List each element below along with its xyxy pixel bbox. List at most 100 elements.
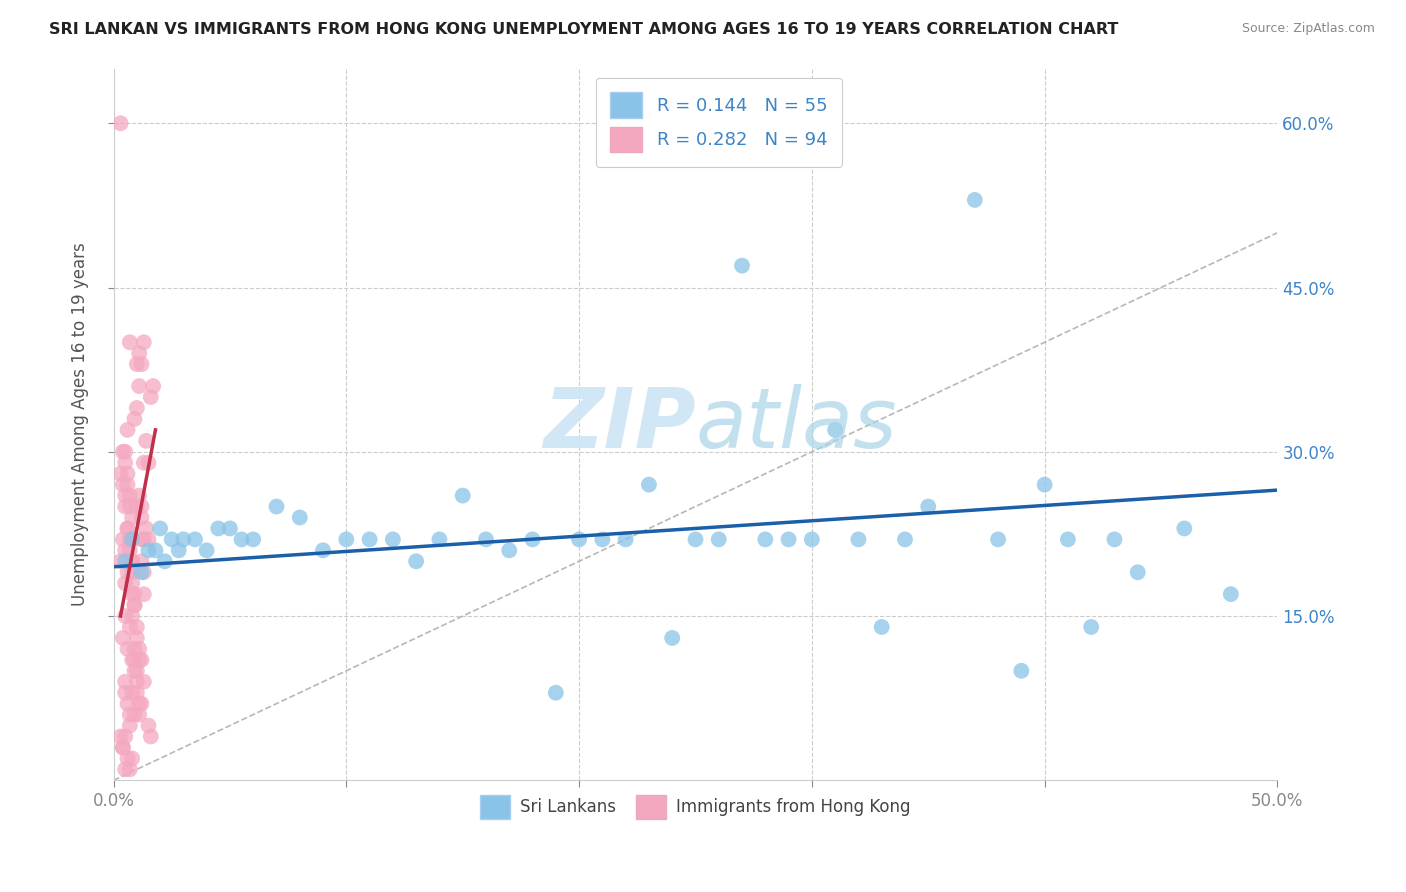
Point [124,598,146,612]
Point [117,566,139,580]
Point [117,521,139,535]
Point [121,566,143,580]
Point [138,456,160,470]
Point [114,554,136,568]
Point [131,510,153,524]
Point [128,489,150,503]
Point [132,587,155,601]
Point [184,533,207,547]
Point [118,500,141,514]
Point [114,500,136,514]
Point [824,423,846,437]
Point [121,554,143,568]
Point [111,477,134,491]
Point [1057,533,1080,547]
Point [139,390,162,404]
Point [870,620,893,634]
Point [707,533,730,547]
Point [132,674,155,689]
Point [128,379,150,393]
Point [638,477,661,491]
Point [195,543,218,558]
Point [111,444,134,458]
Point [111,740,134,755]
Point [118,707,141,722]
Point [894,533,917,547]
Point [591,533,613,547]
Point [114,686,136,700]
Point [145,543,167,558]
Point [131,697,153,711]
Point [118,762,141,776]
Point [121,751,143,765]
Point [405,554,427,568]
Text: atlas: atlas [696,384,897,465]
Point [568,533,591,547]
Point [124,641,146,656]
Point [132,335,155,350]
Point [121,686,143,700]
Point [125,631,148,645]
Point [111,533,134,547]
Point [125,401,148,415]
Point [848,533,870,547]
Point [114,576,136,591]
Point [117,697,139,711]
Point [1080,620,1102,634]
Text: Source: ZipAtlas.com: Source: ZipAtlas.com [1241,22,1375,36]
Point [128,697,150,711]
Point [614,533,637,547]
Point [117,423,139,437]
Point [242,533,264,547]
Point [139,730,162,744]
Point [128,641,150,656]
Point [117,521,139,535]
Point [117,751,139,765]
Point [118,335,141,350]
Point [128,653,150,667]
Point [124,587,146,601]
Point [124,707,146,722]
Point [1173,521,1195,535]
Point [778,533,800,547]
Point [231,533,253,547]
Point [429,533,451,547]
Point [132,456,155,470]
Point [114,543,136,558]
Point [118,533,141,547]
Point [131,357,153,371]
Point [138,533,160,547]
Point [118,533,141,547]
Point [121,533,143,547]
Point [131,554,153,568]
Point [117,477,139,491]
Point [160,533,183,547]
Point [1033,477,1056,491]
Point [131,533,153,547]
Point [131,500,153,514]
Point [522,533,544,547]
Point [125,620,148,634]
Point [121,554,143,568]
Point [800,533,823,547]
Point [117,641,139,656]
Point [110,554,132,568]
Point [128,346,150,360]
Point [138,543,160,558]
Point [754,533,776,547]
Point [207,521,229,535]
Point [125,674,148,689]
Legend: Sri Lankans, Immigrants from Hong Kong: Sri Lankans, Immigrants from Hong Kong [474,789,917,825]
Point [1219,587,1241,601]
Point [172,533,194,547]
Point [153,554,176,568]
Point [219,521,242,535]
Point [661,631,683,645]
Point [124,412,146,426]
Point [1104,533,1126,547]
Point [114,762,136,776]
Point [359,533,381,547]
Point [475,533,498,547]
Point [114,456,136,470]
Point [132,566,155,580]
